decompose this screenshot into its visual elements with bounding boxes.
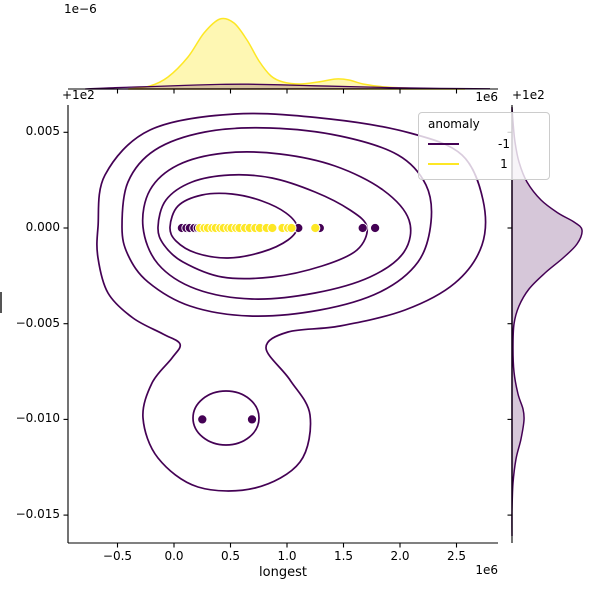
- legend-entry: 1: [428, 154, 540, 174]
- scatter-point: [286, 222, 297, 234]
- scatter-point: [370, 222, 381, 234]
- scatter-point: [310, 222, 321, 234]
- contour-ring-1: [96, 112, 487, 492]
- legend-entry-label: 1: [500, 157, 508, 171]
- x-axis-label: longest: [259, 565, 307, 580]
- x-tick-label: 0.5: [220, 549, 241, 563]
- main-y-offset-text: +1e2: [62, 88, 95, 102]
- legend-title: anomaly: [428, 117, 480, 131]
- legend: anomaly -1 1: [418, 112, 550, 180]
- main-x-offset-text: 1e6: [475, 563, 498, 577]
- right-marginal-y-offset-text: +1e2: [512, 88, 545, 102]
- x-tick-label: 1.5: [333, 549, 354, 563]
- legend-entry: -1: [428, 134, 540, 154]
- legend-rows: -1 1: [428, 134, 540, 174]
- scatter-point: [267, 222, 278, 234]
- contour-ring-3: [141, 151, 412, 300]
- x-tick-label: 0.0: [164, 549, 184, 563]
- x-tick-label: 2.0: [390, 549, 410, 563]
- y-tick-label: −0.005: [15, 315, 60, 330]
- top-marginal-x-offset-text: 1e6: [475, 90, 498, 104]
- right-marginal-kde-neg1: [511, 106, 583, 537]
- top-marginal-kde-neg1: [84, 83, 491, 90]
- legend-line-swatch: [428, 162, 459, 166]
- x-tick-label: −0.5: [102, 549, 133, 563]
- contour-lower-lobe-ellipse: [192, 390, 260, 446]
- scatter-point: [246, 414, 258, 425]
- top-marginal-kde-1: [127, 17, 466, 90]
- top-marginal-scale-text: 1e−6: [64, 2, 97, 16]
- y-tick-label: 0.005: [25, 124, 60, 139]
- scatter-point: [197, 414, 208, 425]
- y-tick-label: −0.015: [15, 507, 60, 522]
- y-axis-label-clipped: [0, 292, 2, 313]
- y-tick-label: −0.010: [15, 411, 60, 426]
- scatter-point: [357, 222, 368, 234]
- x-tick-label: 1.0: [277, 549, 297, 563]
- x-tick-label: 2.5: [446, 549, 467, 563]
- legend-entry-label: -1: [498, 137, 510, 151]
- legend-line-swatch: [428, 142, 459, 146]
- contour-ring-2: [121, 126, 433, 317]
- y-tick-label: 0.000: [25, 220, 60, 234]
